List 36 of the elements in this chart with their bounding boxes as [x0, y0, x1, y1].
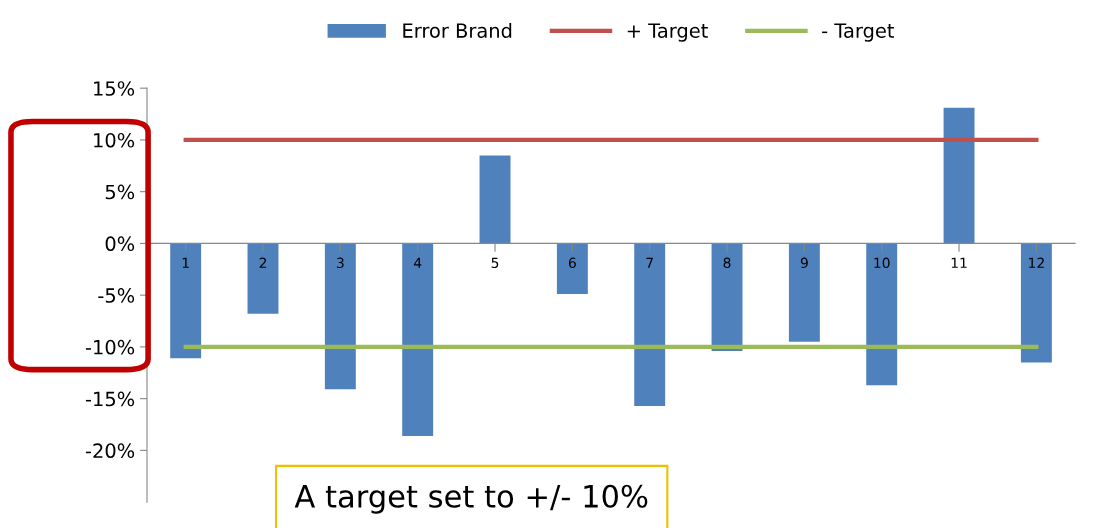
bar: [788, 243, 820, 342]
bar: [866, 243, 898, 386]
y-tick-label: 0%: [105, 236, 135, 252]
x-tick-label: 10: [874, 257, 890, 269]
bar: [634, 243, 666, 406]
bar: [402, 243, 434, 436]
y-tick-label: 5%: [105, 184, 135, 200]
x-tick-label: 12: [1029, 257, 1044, 268]
bar: [556, 243, 588, 295]
y-tick-label: -20%: [85, 443, 135, 459]
y-tick-label: -15%: [85, 391, 135, 407]
y-tick-label: -5%: [98, 288, 135, 303]
x-tick-label: 6: [568, 257, 576, 269]
x-tick-label: 2: [259, 257, 267, 268]
x-tick-label: 7: [646, 257, 653, 268]
legend-label: Error Brand: [403, 22, 512, 38]
bar: [711, 243, 743, 352]
bar: [1020, 243, 1052, 363]
legend-label: - Target: [822, 23, 895, 42]
x-tick-label: 5: [491, 257, 499, 269]
legend-label: + Target: [627, 23, 708, 42]
x-tick-label: 4: [413, 257, 422, 268]
bar: [247, 243, 279, 314]
x-tick-label: 8: [723, 257, 731, 269]
x-tick-label: 3: [336, 257, 344, 269]
x-tick-label: 1: [182, 257, 189, 268]
annotation: A target set to +/- 10%: [294, 484, 648, 514]
y-tick-label: -10%: [85, 339, 135, 355]
bar: [170, 243, 202, 359]
x-tick-label: 9: [800, 257, 808, 269]
bar: [943, 107, 975, 244]
bar: [479, 155, 511, 244]
bar: [324, 243, 356, 390]
y-tick-label: 10%: [94, 132, 135, 148]
x-tick-label: 11: [951, 257, 967, 268]
y-tick-label: 15%: [94, 81, 135, 96]
